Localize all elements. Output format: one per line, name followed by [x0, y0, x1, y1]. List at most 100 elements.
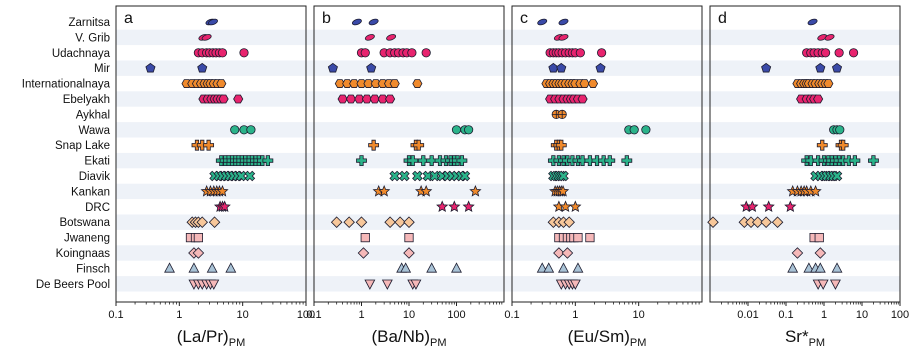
pentagon-marker: [595, 62, 606, 73]
square-marker: [814, 232, 824, 243]
diamond-marker: [760, 216, 772, 228]
hexagon-marker: [233, 94, 244, 104]
locality-label: Aykhal: [76, 109, 110, 121]
circle-marker: [597, 48, 607, 58]
hexagon-marker: [370, 79, 381, 88]
triangle-marker: [814, 262, 826, 273]
star-marker: [746, 200, 759, 213]
diamond-marker: [791, 247, 804, 259]
diamond-marker: [707, 216, 719, 228]
circle-marker: [575, 48, 585, 58]
locality-label: Snap Lake: [55, 140, 110, 152]
circle-marker: [848, 48, 859, 58]
plus-marker: [805, 155, 817, 166]
panel-a: a 0.1 1 10 100 (La/Pr)PM: [108, 5, 315, 349]
hexagon-marker: [587, 79, 599, 88]
x-axis-label: (Ba/Nb)PM: [371, 327, 446, 349]
diamond-marker: [330, 216, 343, 228]
ellipse-marker: [824, 34, 835, 41]
x-axis-label: (La/Pr)PM: [177, 327, 245, 349]
x-tick-label: 0.1: [778, 309, 793, 321]
x-axis-label: (Eu/Sm)PM: [568, 327, 647, 349]
locality-label: Ebelyakh: [63, 94, 110, 106]
ellipse-marker: [558, 34, 569, 41]
triangle-marker: [206, 262, 218, 273]
triangle-down-marker: [364, 279, 376, 290]
locality-label: Jwaneng: [64, 233, 110, 245]
diamond-marker: [814, 247, 827, 259]
square-marker: [193, 232, 203, 243]
x-tick-label: 100: [297, 309, 315, 321]
hexagon-marker: [579, 79, 590, 88]
row-stripe: [116, 276, 900, 292]
panel-frame: [511, 5, 703, 303]
panel-letter: a: [124, 10, 133, 27]
locality-label: Wawa: [78, 125, 110, 137]
hexagon-marker: [354, 94, 365, 104]
x-axis-label-sub: PM: [430, 337, 447, 349]
cross-marker: [459, 170, 471, 182]
plus-marker: [413, 139, 425, 151]
diamond-marker: [553, 247, 565, 259]
locality-label: Ekati: [84, 156, 110, 168]
diamond-marker: [561, 247, 574, 259]
hexagon-marker: [356, 79, 367, 88]
row-stripes: [116, 29, 900, 292]
triangle-marker: [164, 262, 175, 273]
locality-label: Mir: [94, 63, 110, 75]
diamond-marker: [196, 216, 209, 228]
circle-marker: [407, 48, 417, 58]
circle-marker: [835, 125, 845, 135]
triangle-down-marker: [208, 279, 220, 290]
circle-marker: [217, 48, 228, 58]
triangle-marker: [188, 262, 200, 273]
star-marker: [569, 200, 582, 213]
triangle-marker: [426, 262, 438, 273]
square-marker: [404, 232, 414, 243]
triangle-marker: [831, 262, 843, 273]
ellipse-marker: [208, 18, 218, 26]
hexagon-marker: [349, 79, 360, 88]
star-marker: [784, 200, 797, 213]
triangle-down-marker: [829, 279, 841, 290]
x-tick-label: 0.1: [504, 309, 519, 321]
circle-cross-marker: [557, 109, 567, 120]
circle-marker: [834, 48, 844, 58]
plus-marker: [868, 155, 879, 166]
row-stripe: [116, 183, 900, 200]
star-marker: [469, 184, 482, 197]
x-axis-label: Sr*PM: [785, 327, 825, 349]
locality-label: Zarnitsa: [68, 17, 110, 29]
ellipse-marker: [386, 34, 397, 41]
pentagon-marker: [145, 62, 156, 73]
star-marker: [448, 200, 461, 213]
row-stripe: [116, 152, 900, 169]
x-axis-label-sub: PM: [809, 337, 826, 349]
triangle-marker: [400, 262, 412, 273]
star-marker: [378, 184, 391, 197]
panel-frame: [709, 5, 901, 303]
row-stripe: [116, 122, 900, 138]
row-stripe: [116, 29, 900, 46]
square-marker: [360, 232, 370, 243]
locality-label: Kankan: [71, 186, 110, 198]
hexagon-marker: [377, 79, 388, 88]
x-axis-label-sub: PM: [630, 337, 647, 349]
star-marker: [420, 184, 433, 197]
cross-marker: [389, 170, 401, 182]
x-tick-label: 0.01: [737, 309, 758, 321]
star-marker: [218, 200, 231, 213]
diamond-marker: [355, 216, 368, 228]
plus-marker: [456, 155, 468, 166]
triangle-down-marker: [381, 279, 393, 290]
ellipse-marker: [807, 18, 818, 26]
x-tick-label: 10: [237, 309, 249, 321]
diamond-marker: [751, 216, 764, 228]
triangle-down-marker: [817, 279, 829, 290]
panel-letter: d: [718, 10, 727, 27]
plus-marker: [417, 155, 429, 166]
ellipse-marker: [368, 18, 379, 26]
hexagon-marker: [377, 94, 388, 104]
